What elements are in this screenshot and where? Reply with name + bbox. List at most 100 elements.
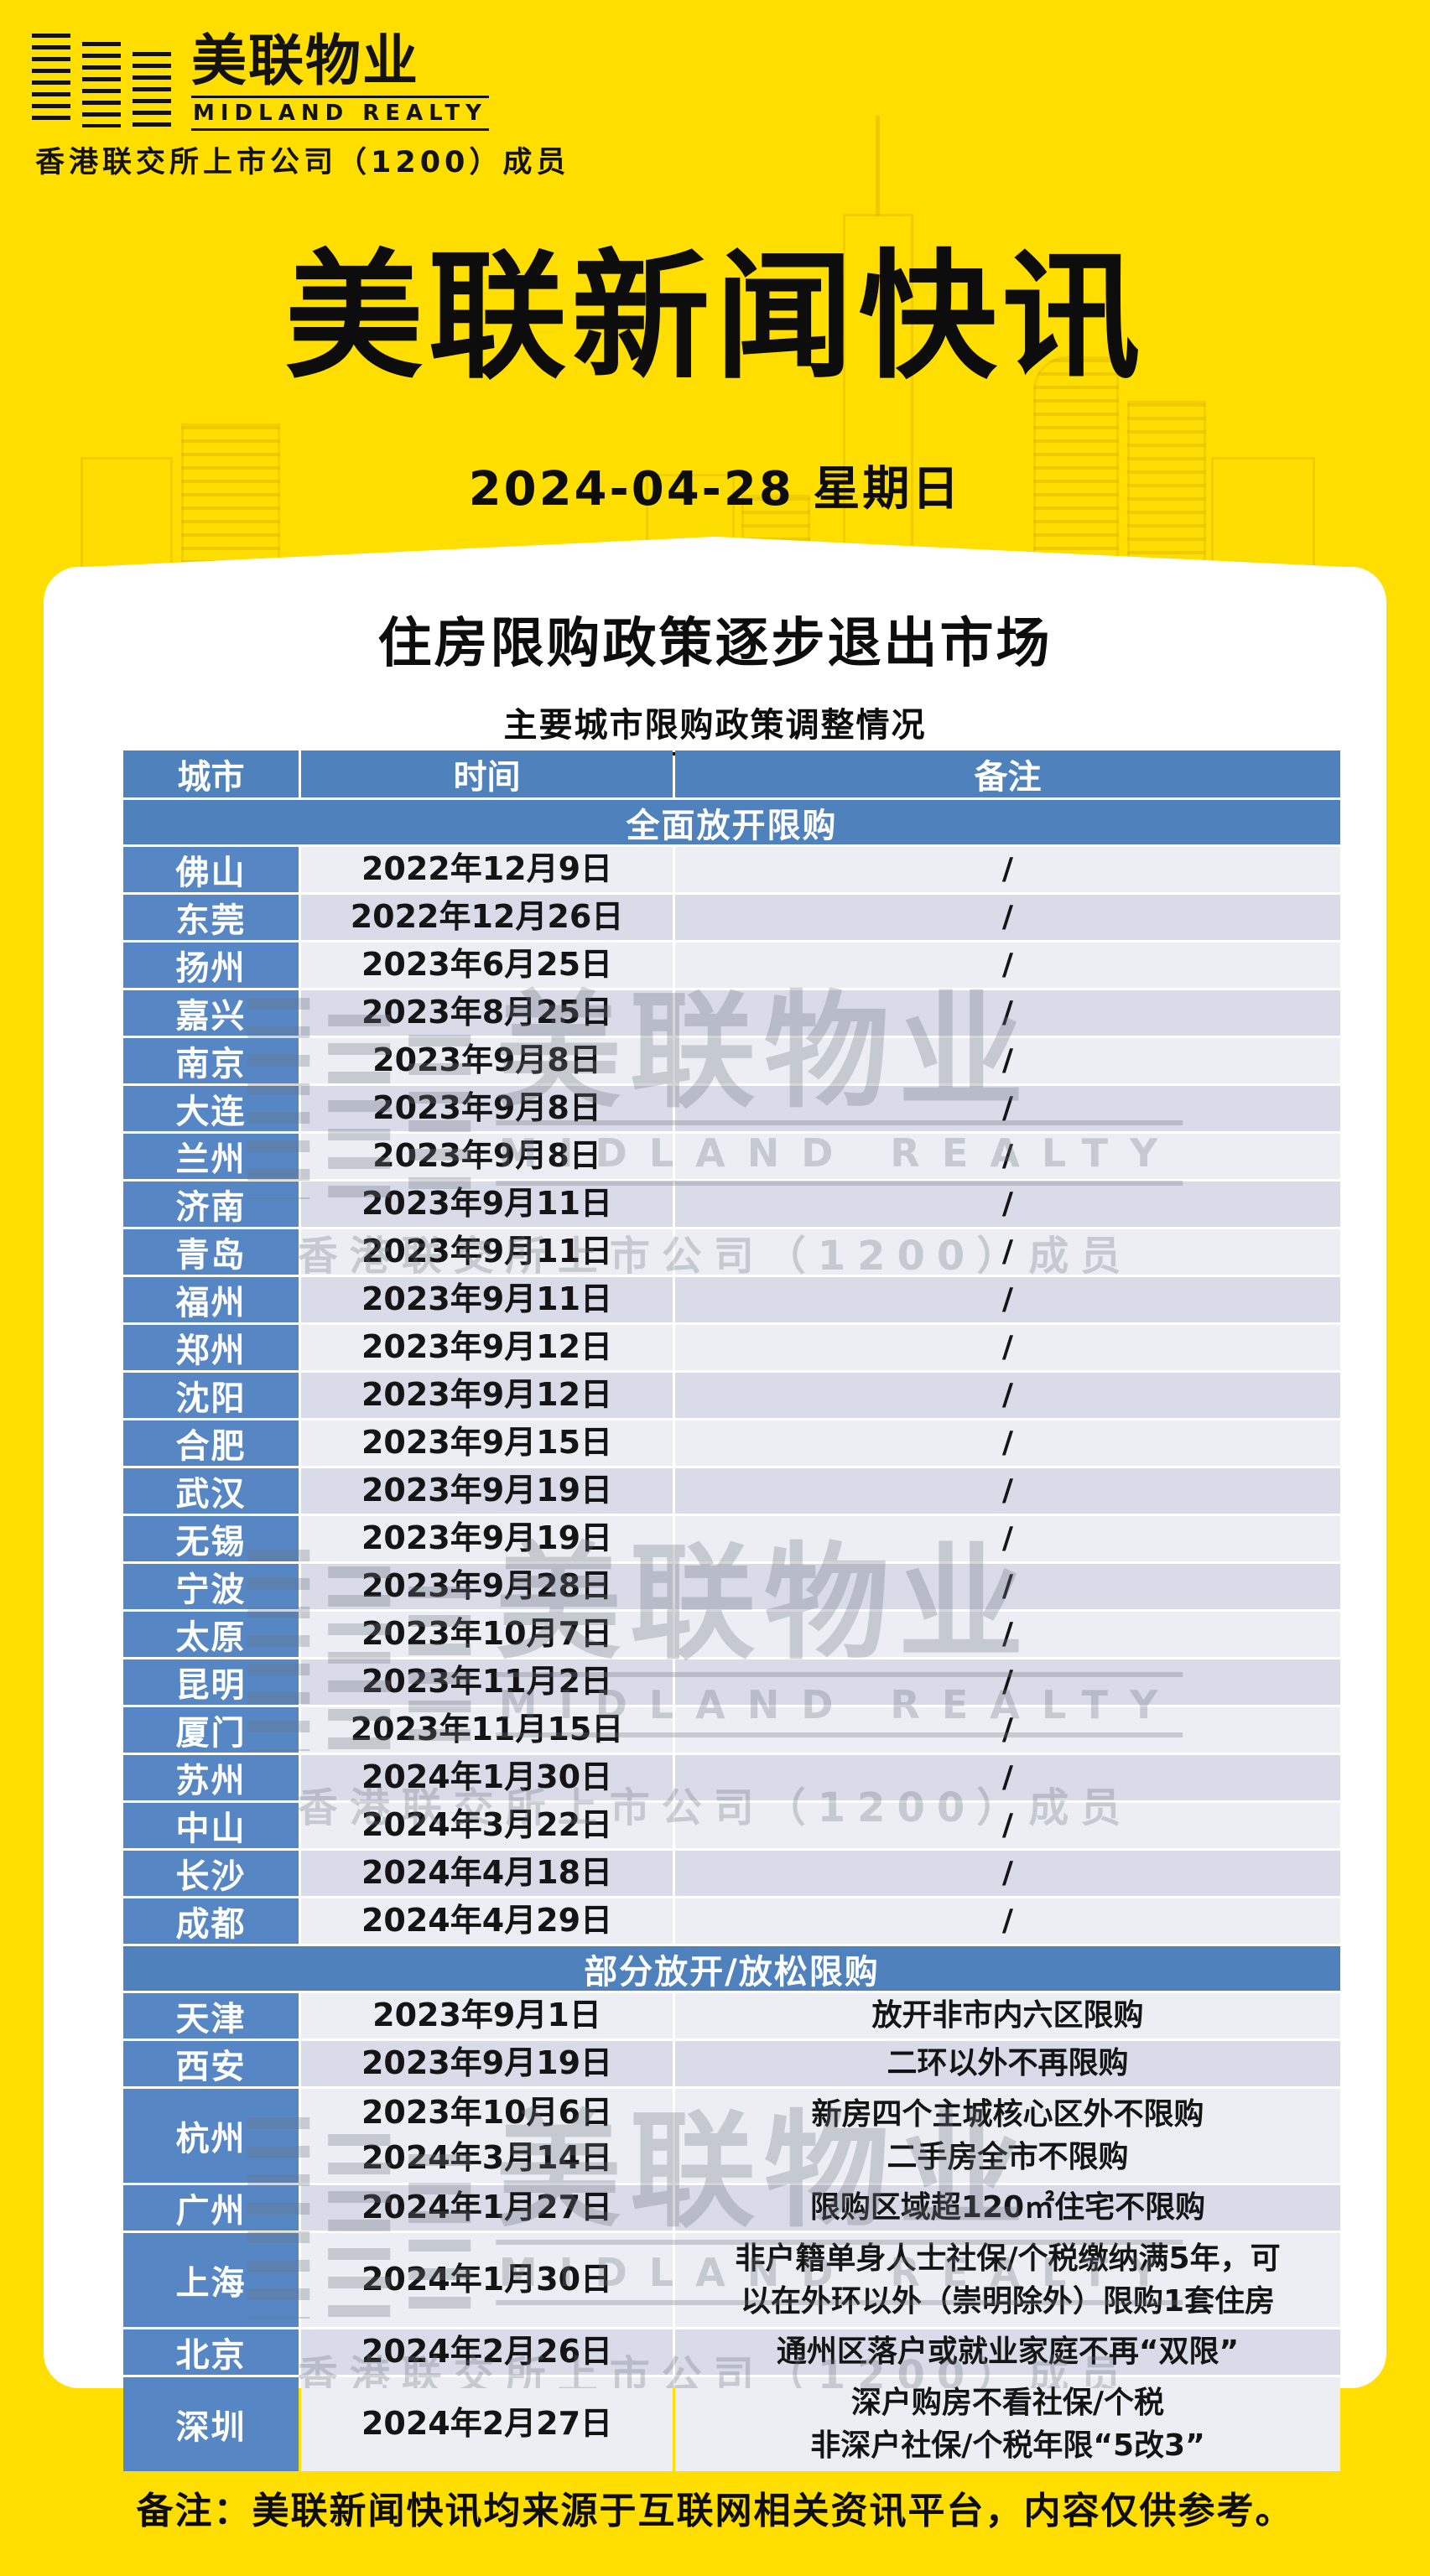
time-cell: 2024年1月30日 bbox=[301, 2233, 673, 2327]
city-cell: 合肥 bbox=[123, 1420, 299, 1466]
midland-bars-logo-icon bbox=[32, 34, 171, 127]
city-cell: 沈阳 bbox=[123, 1373, 299, 1418]
table-header-row: 城市 时间 备注 bbox=[123, 750, 1340, 797]
remark-cell: / bbox=[675, 1612, 1340, 1657]
time-cell: 2023年9月12日 bbox=[301, 1373, 673, 1418]
table-row: 兰州 2023年9月8日 / bbox=[123, 1134, 1340, 1179]
city-cell: 杭州 bbox=[123, 2089, 299, 2183]
city-cell: 嘉兴 bbox=[123, 990, 299, 1036]
table-row: 青岛 2023年9月11日 / bbox=[123, 1229, 1340, 1275]
time-cell: 2023年9月19日 bbox=[301, 1516, 673, 1561]
remark-cell: 深户购房不看社保/个税 非深户社保/个税年限“5改3” bbox=[675, 2377, 1340, 2471]
remark-cell: / bbox=[675, 1277, 1340, 1322]
table-row: 大连 2023年9月8日 / bbox=[123, 1086, 1340, 1131]
table-row: 长沙 2024年4月18日 / bbox=[123, 1851, 1340, 1896]
time-cell: 2023年9月1日 bbox=[301, 1993, 673, 2038]
city-cell: 东莞 bbox=[123, 895, 299, 940]
table-row: 济南 2023年9月11日 / bbox=[123, 1182, 1340, 1227]
remark-cell: 放开非市内六区限购 bbox=[675, 1993, 1340, 2038]
remark-cell: / bbox=[675, 1468, 1340, 1514]
brand-logo: 美联物业 MIDLAND REALTY bbox=[32, 34, 489, 131]
remark-cell: / bbox=[675, 1325, 1340, 1370]
city-cell: 扬州 bbox=[123, 943, 299, 988]
remark-cell: / bbox=[675, 990, 1340, 1036]
city-cell: 厦门 bbox=[123, 1707, 299, 1753]
city-cell: 太原 bbox=[123, 1612, 299, 1657]
brand-name-english: MIDLAND REALTY bbox=[191, 96, 489, 131]
logo-bar-column bbox=[133, 52, 171, 127]
date-line: 2024-04-28 星期日 bbox=[468, 462, 962, 517]
table-row: 北京 2024年2月26日 通州区落户或就业家庭不再“双限” bbox=[123, 2329, 1340, 2375]
remark-cell: / bbox=[675, 1707, 1340, 1753]
table-caption: 主要城市限购政策调整情况 bbox=[503, 698, 927, 756]
remark-cell: / bbox=[675, 1851, 1340, 1896]
city-cell: 昆明 bbox=[123, 1659, 299, 1705]
remark-cell: / bbox=[675, 943, 1340, 988]
time-cell: 2024年2月27日 bbox=[301, 2377, 673, 2471]
table-row: 上海 2024年1月30日 非户籍单身人士社保/个税缴纳满5年，可 以在外环以外（崇… bbox=[123, 2233, 1340, 2327]
table-row: 合肥 2023年9月15日 / bbox=[123, 1420, 1340, 1466]
city-cell: 南京 bbox=[123, 1038, 299, 1083]
remark-cell: / bbox=[675, 1134, 1340, 1179]
time-cell: 2023年8月25日 bbox=[301, 990, 673, 1036]
table-row: 天津 2023年9月1日 放开非市内六区限购 bbox=[123, 1993, 1340, 2038]
remark-cell: / bbox=[675, 1516, 1340, 1561]
remark-cell: / bbox=[675, 1898, 1340, 1944]
city-cell: 郑州 bbox=[123, 1325, 299, 1370]
table-row: 东莞 2022年12月26日 / bbox=[123, 895, 1340, 940]
city-cell: 大连 bbox=[123, 1086, 299, 1131]
time-cell: 2023年9月19日 bbox=[301, 2041, 673, 2086]
time-cell: 2023年9月19日 bbox=[301, 1468, 673, 1514]
city-cell: 中山 bbox=[123, 1803, 299, 1848]
city-cell: 深圳 bbox=[123, 2377, 299, 2471]
city-cell: 长沙 bbox=[123, 1851, 299, 1896]
city-cell: 济南 bbox=[123, 1182, 299, 1227]
page-title: 美联新闻快讯 bbox=[284, 236, 1146, 397]
table-row: 武汉 2023年9月19日 / bbox=[123, 1468, 1340, 1514]
city-cell: 广州 bbox=[123, 2185, 299, 2231]
remark-cell: / bbox=[675, 1420, 1340, 1466]
time-cell: 2024年4月18日 bbox=[301, 1851, 673, 1896]
table-row: 嘉兴 2023年8月25日 / bbox=[123, 990, 1340, 1036]
section-rows-partial-liberalization: 天津 2023年9月1日 放开非市内六区限购 西安 2023年9月19日 二环以外不再限… bbox=[123, 1993, 1340, 2471]
time-cell: 2023年9月8日 bbox=[301, 1134, 673, 1179]
remark-cell: 限购区域超120㎡住宅不限购 bbox=[675, 2185, 1340, 2231]
table-row: 郑州 2023年9月12日 / bbox=[123, 1325, 1340, 1370]
time-cell: 2023年9月8日 bbox=[301, 1086, 673, 1131]
table-row: 中山 2024年3月22日 / bbox=[123, 1803, 1340, 1848]
table-row: 广州 2024年1月27日 限购区域超120㎡住宅不限购 bbox=[123, 2185, 1340, 2231]
header-remark: 备注 bbox=[675, 750, 1340, 797]
time-cell: 2023年6月25日 bbox=[301, 943, 673, 988]
remark-cell: / bbox=[675, 1755, 1340, 1800]
time-cell: 2023年9月8日 bbox=[301, 1038, 673, 1083]
time-cell: 2022年12月9日 bbox=[301, 847, 673, 892]
city-cell: 无锡 bbox=[123, 1516, 299, 1561]
remark-cell: / bbox=[675, 895, 1340, 940]
city-cell: 西安 bbox=[123, 2041, 299, 2086]
listing-member-line: 香港联交所上市公司（1200）成员 bbox=[35, 146, 570, 179]
table-row: 杭州 2023年10月6日 2024年3月14日 新房四个主城核心区外不限购 二手房… bbox=[123, 2089, 1340, 2183]
time-cell: 2023年9月11日 bbox=[301, 1277, 673, 1322]
time-cell: 2024年2月26日 bbox=[301, 2329, 673, 2375]
remark-cell: / bbox=[675, 1803, 1340, 1848]
time-cell: 2024年3月22日 bbox=[301, 1803, 673, 1848]
remark-cell: / bbox=[675, 1086, 1340, 1131]
article-title: 住房限购政策逐步退出市场 bbox=[377, 613, 1053, 675]
remark-cell: / bbox=[675, 1038, 1340, 1083]
table-row: 福州 2023年9月11日 / bbox=[123, 1277, 1340, 1322]
time-cell: 2023年9月28日 bbox=[301, 1564, 673, 1609]
remark-cell: 非户籍单身人士社保/个税缴纳满5年，可 以在外环以外（崇明除外）限购1套住房 bbox=[675, 2233, 1340, 2327]
table-row: 宁波 2023年9月28日 / bbox=[123, 1564, 1340, 1609]
table-row: 佛山 2022年12月9日 / bbox=[123, 847, 1340, 892]
time-cell: 2023年9月11日 bbox=[301, 1229, 673, 1275]
remark-cell: / bbox=[675, 847, 1340, 892]
table-row: 深圳 2024年2月27日 深户购房不看社保/个税 非深户社保/个税年限“5改3” bbox=[123, 2377, 1340, 2471]
time-cell: 2023年11月15日 bbox=[301, 1707, 673, 1753]
header-time: 时间 bbox=[301, 750, 673, 797]
city-cell: 福州 bbox=[123, 1277, 299, 1322]
city-cell: 成都 bbox=[123, 1898, 299, 1944]
table-row: 成都 2024年4月29日 / bbox=[123, 1898, 1340, 1944]
time-cell: 2023年9月11日 bbox=[301, 1182, 673, 1227]
remark-cell: 二环以外不再限购 bbox=[675, 2041, 1340, 2086]
